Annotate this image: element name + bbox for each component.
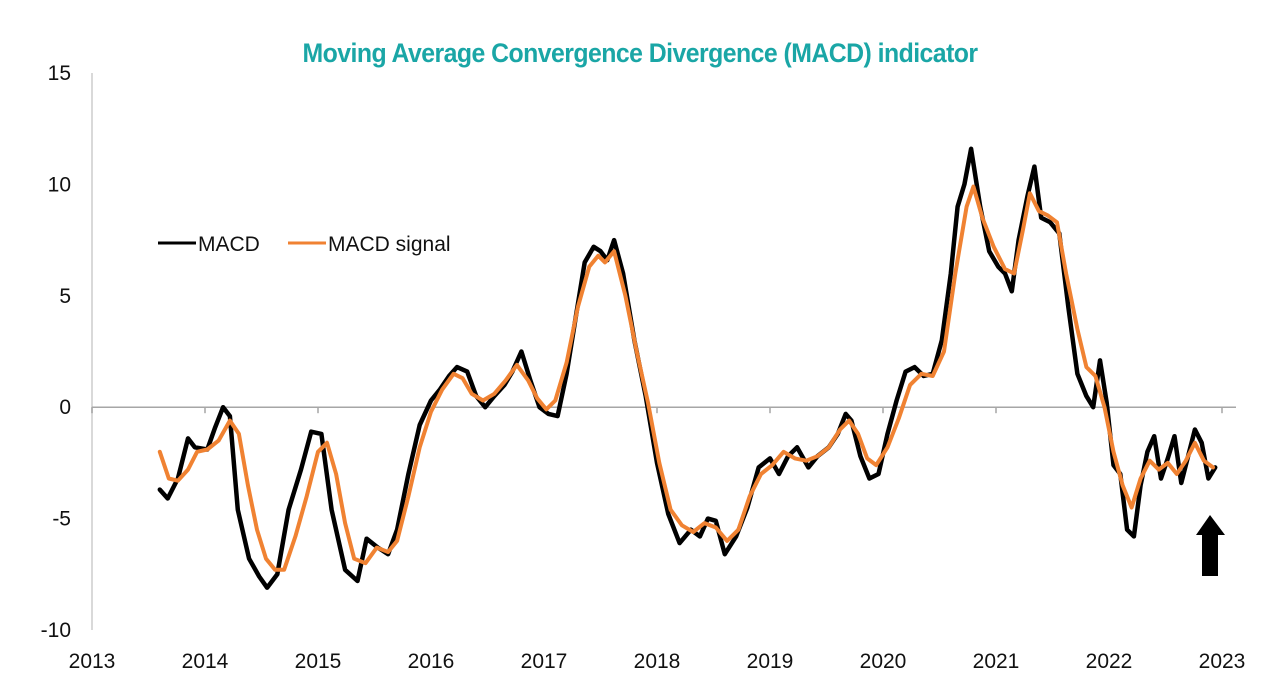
series-line-macd xyxy=(157,146,1218,590)
y-axis: 15 10 5 0 -5 -10 xyxy=(41,62,93,642)
legend-label-signal: MACD signal xyxy=(328,233,451,256)
x-tick-label: 2016 xyxy=(408,650,455,673)
series-layer xyxy=(157,146,1218,590)
legend-label-macd: MACD xyxy=(198,233,260,256)
x-axis: 2013 2014 2015 2016 2017 2018 2019 2020 2021 2022… xyxy=(69,406,1246,673)
x-tick-label: 2023 xyxy=(1199,650,1246,673)
x-tick-label: 2015 xyxy=(295,650,342,673)
legend: MACD MACD signal xyxy=(158,233,451,256)
series-line-macd-signal xyxy=(157,184,1215,572)
up-arrow-annotation xyxy=(1196,515,1225,576)
y-tick-label: 15 xyxy=(48,62,71,85)
y-tick-label: -5 xyxy=(52,508,71,531)
y-tick-label: 0 xyxy=(59,396,71,419)
chart-title: Moving Average Convergence Divergence (M… xyxy=(302,38,978,68)
x-tick-label: 2017 xyxy=(521,650,568,673)
up-arrow-icon xyxy=(1196,515,1225,576)
x-tick-label: 2018 xyxy=(634,650,681,673)
y-tick-label: -10 xyxy=(41,619,71,642)
x-tick-label: 2013 xyxy=(69,650,116,673)
x-tick-label: 2020 xyxy=(860,650,907,673)
x-tick-label: 2019 xyxy=(747,650,794,673)
y-tick-label: 10 xyxy=(48,173,71,196)
x-tick-label: 2014 xyxy=(182,650,229,673)
x-tick-label: 2021 xyxy=(973,650,1020,673)
y-tick-label: 5 xyxy=(59,285,71,308)
x-tick-label: 2022 xyxy=(1086,650,1133,673)
